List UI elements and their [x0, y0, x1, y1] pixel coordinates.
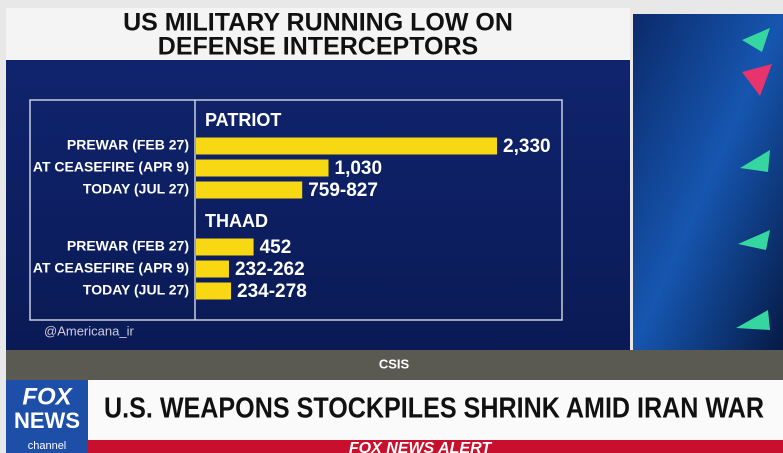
ticker-strip	[88, 440, 783, 453]
arrow-icon	[742, 64, 772, 96]
arrow-icon	[740, 150, 770, 172]
title: DEFENSE INTERCEPTORS	[158, 33, 478, 61]
group-label: PATRIOT	[205, 110, 281, 130]
category-label: TODAY (JUL 27)	[83, 181, 189, 197]
bar	[196, 260, 229, 278]
bar	[196, 181, 303, 199]
category-label: AT CEASEFIRE (APR 9)	[33, 159, 189, 175]
logo-box	[6, 380, 88, 453]
value-label: 2,330	[503, 136, 551, 157]
chart-frame	[29, 99, 563, 321]
bar	[196, 238, 254, 256]
category-label: PREWAR (FEB 27)	[67, 238, 189, 254]
source: CSIS	[379, 356, 410, 371]
bar	[196, 282, 232, 300]
side-image	[633, 14, 783, 350]
group-label: THAAD	[205, 211, 268, 231]
source-strip	[6, 350, 783, 380]
watermark: @Americana_ir	[44, 323, 134, 338]
logo-text: FOX	[22, 383, 73, 410]
title: US MILITARY RUNNING LOW ON	[123, 9, 513, 37]
logo-text: NEWS	[14, 408, 80, 433]
bar-chart: PATRIOT PREWAR (FEB 27) 2,330 AT CEASEFIRE …	[33, 110, 551, 302]
chart-panel	[6, 60, 630, 350]
arrow-icon	[736, 310, 770, 330]
bar	[196, 159, 329, 177]
title-band	[6, 8, 630, 60]
headline: U.S. WEAPONS STOCKPILES SHRINK AMID IRAN…	[104, 393, 764, 425]
category-label: TODAY (JUL 27)	[83, 282, 189, 298]
value-label: 232-262	[235, 259, 305, 280]
bar	[196, 137, 498, 155]
logo-text: channel	[28, 440, 67, 452]
arrow-icon	[738, 230, 770, 250]
category-label: AT CEASEFIRE (APR 9)	[33, 260, 189, 276]
value-label: 1,030	[335, 158, 383, 179]
ticker: FOX NEWS ALERT	[349, 440, 492, 453]
category-label: PREWAR (FEB 27)	[67, 137, 189, 153]
arrow-icon	[742, 28, 770, 52]
value-label: 234-278	[237, 281, 307, 302]
value-label: 759-827	[308, 180, 378, 201]
value-label: 452	[260, 237, 292, 258]
headline-band	[6, 380, 783, 440]
